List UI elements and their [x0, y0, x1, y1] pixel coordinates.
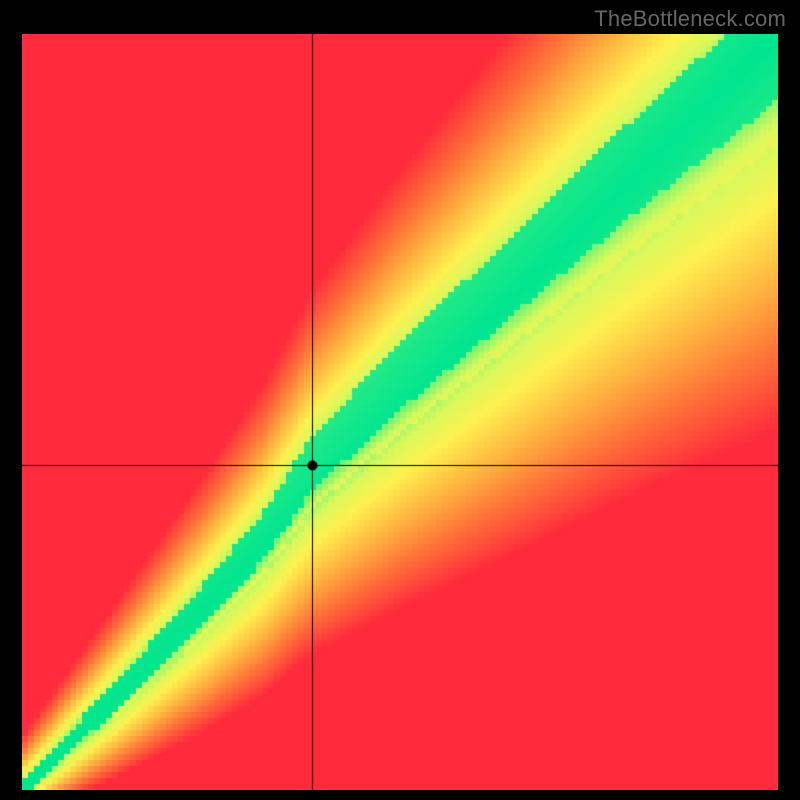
bottleneck-heatmap	[22, 34, 778, 790]
watermark-text: TheBottleneck.com	[594, 6, 786, 32]
chart-container: TheBottleneck.com	[0, 0, 800, 800]
